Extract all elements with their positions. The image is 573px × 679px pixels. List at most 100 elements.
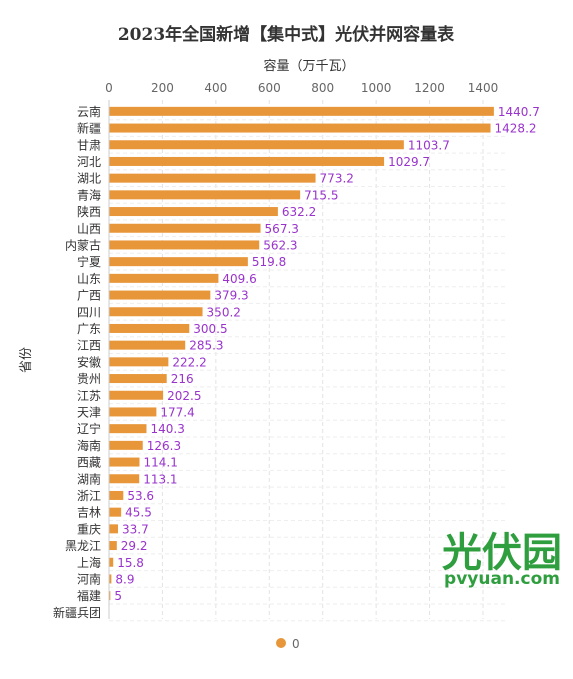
bar[interactable] [109, 507, 122, 517]
data-label: 114.1 [143, 456, 177, 470]
y-tick-label: 四川 [77, 305, 101, 319]
x-tick-label: 1400 [468, 81, 499, 95]
y-tick-label: 浙江 [77, 489, 101, 503]
y-tick-label: 西藏 [77, 456, 101, 470]
bar[interactable] [109, 273, 219, 283]
bar[interactable] [109, 323, 190, 333]
x-tick-label: 0 [105, 81, 113, 95]
data-label: 350.2 [207, 305, 241, 319]
data-label: 45.5 [125, 506, 152, 520]
y-tick-label: 甘肃 [77, 138, 101, 152]
data-label: 202.5 [167, 389, 201, 403]
bar[interactable] [109, 541, 117, 551]
data-label: 216 [171, 372, 194, 386]
data-label: 409.6 [222, 272, 256, 286]
y-tick-label: 辽宁 [77, 421, 101, 436]
x-tick-label: 800 [311, 81, 334, 95]
data-label: 285.3 [189, 339, 223, 353]
bar[interactable] [109, 457, 140, 467]
data-label: 33.7 [122, 522, 149, 536]
data-label: 1029.7 [388, 155, 430, 169]
bar[interactable] [109, 106, 494, 116]
bar[interactable] [109, 140, 404, 150]
data-label: 715.5 [304, 188, 338, 202]
y-tick-label: 海南 [77, 438, 101, 453]
x-tick-label: 1000 [361, 81, 392, 95]
data-label: 300.5 [193, 322, 227, 336]
x-axis-label: 容量（万千瓦） [263, 58, 354, 74]
x-tick-label: 1200 [414, 81, 445, 95]
data-label: 567.3 [265, 222, 299, 236]
data-label: 113.1 [143, 472, 177, 486]
y-tick-label: 黑龙江 [65, 539, 101, 553]
data-label: 8.9 [115, 572, 134, 586]
y-tick-label: 湖北 [77, 171, 101, 186]
bar[interactable] [109, 257, 248, 267]
y-tick-label: 湖南 [77, 471, 101, 486]
bar[interactable] [109, 374, 167, 384]
data-label: 1428.2 [495, 122, 537, 136]
data-label: 632.2 [282, 205, 316, 219]
bar[interactable] [109, 591, 111, 601]
bar[interactable] [109, 173, 316, 183]
grid [109, 100, 505, 622]
y-tick-label: 新疆 [77, 121, 101, 136]
data-label: 519.8 [252, 255, 286, 269]
x-tick-labels: 0 200 400 600 800 1000 1200 1400 [105, 81, 498, 95]
data-label: 177.4 [160, 405, 194, 419]
data-label: 773.2 [320, 172, 354, 186]
bar[interactable] [109, 440, 143, 450]
bar[interactable] [109, 223, 261, 233]
legend-label: 0 [292, 637, 300, 651]
y-tick-label: 河北 [77, 155, 101, 169]
bar[interactable] [109, 357, 169, 367]
bar[interactable] [109, 307, 203, 317]
watermark-en: pvyuan.com [444, 569, 560, 589]
data-label: 1440.7 [498, 105, 540, 119]
watermark: 光伏园 pvyuan.com [442, 530, 562, 589]
watermark-cn: 光伏园 [442, 530, 562, 576]
bar[interactable] [109, 240, 260, 250]
y-tick-label: 广西 [77, 289, 101, 303]
y-tick-labels: 云南新疆甘肃河北湖北青海陕西山西内蒙古宁夏山东广西四川广东江西安徽贵州江苏天津辽… [53, 104, 101, 620]
data-label: 29.2 [121, 539, 148, 553]
y-tick-label: 山东 [77, 272, 101, 286]
legend[interactable]: 0 [276, 637, 300, 651]
bar[interactable] [109, 156, 385, 166]
y-tick-label: 广东 [77, 322, 101, 336]
y-tick-label: 江苏 [77, 389, 101, 403]
y-tick-label: 新疆兵团 [53, 605, 101, 620]
y-tick-label: 江西 [77, 339, 101, 353]
bar[interactable] [109, 574, 112, 584]
bar[interactable] [109, 190, 301, 200]
legend-marker [276, 638, 286, 648]
bar[interactable] [109, 407, 157, 417]
bar[interactable] [109, 207, 278, 217]
data-label: 126.3 [147, 439, 181, 453]
y-tick-label: 上海 [77, 555, 101, 570]
data-label: 5 [114, 589, 122, 603]
bar[interactable] [109, 290, 211, 300]
data-label: 562.3 [263, 238, 297, 252]
y-tick-label: 河南 [77, 571, 101, 586]
x-tick-label: 600 [258, 81, 281, 95]
data-label: 53.6 [127, 489, 154, 503]
bar[interactable] [109, 424, 147, 434]
bar[interactable] [109, 474, 140, 484]
bar[interactable] [109, 557, 114, 567]
bars [109, 106, 494, 601]
bar[interactable] [109, 340, 186, 350]
data-label: 1103.7 [408, 138, 450, 152]
data-label: 140.3 [150, 422, 184, 436]
value-labels: 1440.7 1428.2 1103.7 1029.7 773.2 715.5 632.2 5… [114, 105, 540, 603]
bar[interactable] [109, 490, 124, 500]
y-tick-label: 安徽 [77, 354, 101, 369]
y-tick-label: 陕西 [77, 204, 101, 219]
data-label: 222.2 [172, 355, 206, 369]
y-axis-label: 省份 [19, 347, 34, 373]
y-tick-label: 重庆 [77, 522, 101, 536]
bar[interactable] [109, 123, 491, 133]
x-tick-label: 200 [151, 81, 174, 95]
bar[interactable] [109, 524, 119, 534]
bar[interactable] [109, 390, 164, 400]
